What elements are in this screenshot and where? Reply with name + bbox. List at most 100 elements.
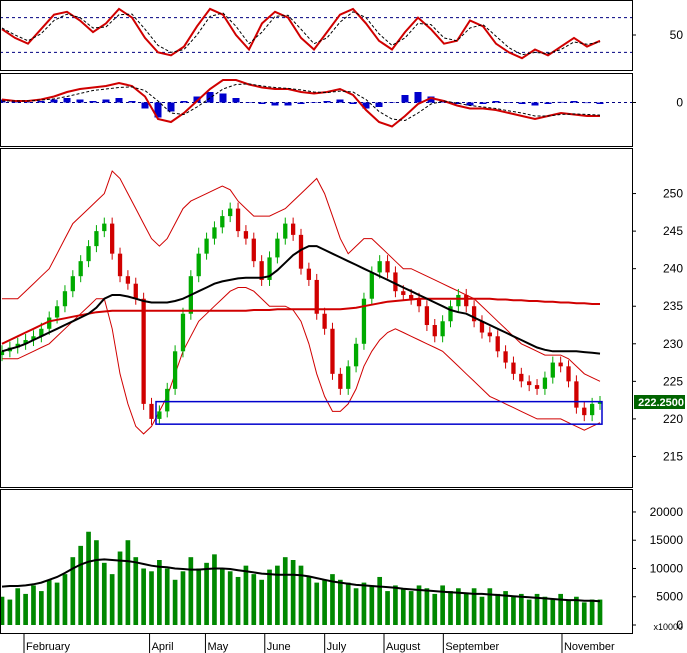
candle-body [133,283,138,299]
volume-bar [393,585,398,625]
candle-body [597,402,603,404]
macd-frame [0,73,633,147]
candle-body [117,253,123,277]
volume-bar [440,585,445,625]
price-tick-label: 250 [663,187,683,201]
volume-bar [157,560,162,625]
volume-bar [267,569,272,625]
candle-body [353,343,359,367]
candle-body [582,407,587,416]
candle-body [503,351,508,363]
candle-body [550,362,555,378]
candle-body [275,238,280,258]
stoch-k-line [1,7,601,60]
candle-body [456,294,461,307]
candle-body [338,373,343,389]
macd-histogram-bar [336,99,344,103]
macd-histogram-bar [596,102,604,104]
volume-bar [164,568,170,625]
macd-histogram-bar [570,101,578,103]
volume-bar [7,599,13,625]
candle-body [519,373,524,382]
macd-histogram-bar [232,98,240,103]
candle-body [165,388,170,412]
volume-bar [141,568,146,625]
volume-bar [31,585,36,625]
candle-body [479,321,485,333]
macd-histogram-bar [206,92,214,103]
candle-body [235,208,241,232]
candle-body [589,403,595,416]
volume-bar [471,588,477,625]
candle-body [15,343,20,348]
stochastic-frame [0,0,633,71]
candle-body [487,332,492,337]
volume-ma-line [1,558,601,603]
last-price-tag [634,395,685,410]
macd-tick-label: 0 [676,96,683,110]
volume-bar [290,560,296,625]
volume-bar [589,599,595,625]
macd-histogram-bar [531,102,539,106]
candle-body [196,253,201,277]
volume-bar [62,574,68,625]
volume-bar [306,576,312,625]
volume-bar [345,582,351,625]
candle-body [558,362,563,367]
macd-histogram-bar [583,102,591,104]
volume-bar [46,579,52,625]
volume-bar [212,554,217,625]
macd-histogram-bar [544,102,552,104]
volume-bar [330,574,335,625]
support-zone-box [155,400,603,425]
volume-bar [78,545,84,625]
price-panel: 215 220 225 230 235 240 245 250 222.2500 [0,148,685,488]
macd-histogram-bar [193,96,201,103]
volume-bar [416,585,422,625]
macd-histogram-bar [414,92,422,103]
volume-bar [235,576,241,625]
candle-body [283,223,288,239]
volume-tick-label: 20000 [650,505,684,519]
macd-line [1,79,600,128]
volume-bar [251,574,257,625]
volume-bar [408,591,414,625]
candle-body [566,366,571,382]
volume-bar [456,588,461,625]
volume-bar [479,596,485,625]
candle-body [102,223,107,232]
volume-bar [322,579,327,625]
volume-bar [70,557,76,625]
candle-body [243,231,249,239]
volume-bar [550,599,556,625]
candle-body [149,403,154,419]
volume-bar [133,557,139,625]
macd-signal-line [2,83,601,122]
price-tick-label: 215 [663,449,683,463]
volume-bar [353,588,359,625]
macd-histogram-bar [362,102,370,109]
macd-histogram-bar [505,102,513,103]
month-label: February [26,641,71,653]
volume-bar [495,593,501,625]
price-tick-label: 245 [663,224,683,238]
volume-bar [180,571,186,625]
candle-body [361,298,367,344]
volume-bar [204,562,209,625]
volume-bar [259,579,264,625]
volume-bar [574,596,579,625]
macd-histogram-bar [76,99,84,103]
month-label: April [152,641,174,653]
macd-histogram-bar [492,101,500,103]
macd-histogram-bar [245,102,253,103]
macd-histogram-bar [180,101,188,103]
macd-histogram-bar [427,96,435,103]
volume-bar [566,599,571,625]
stochastic-panel: 50 [0,0,683,71]
candle-body [385,261,390,273]
volume-bar [361,582,367,625]
candle-body [47,317,52,329]
candle-body [1,351,5,356]
volume-bar [542,596,548,625]
volume-bar [314,582,320,625]
